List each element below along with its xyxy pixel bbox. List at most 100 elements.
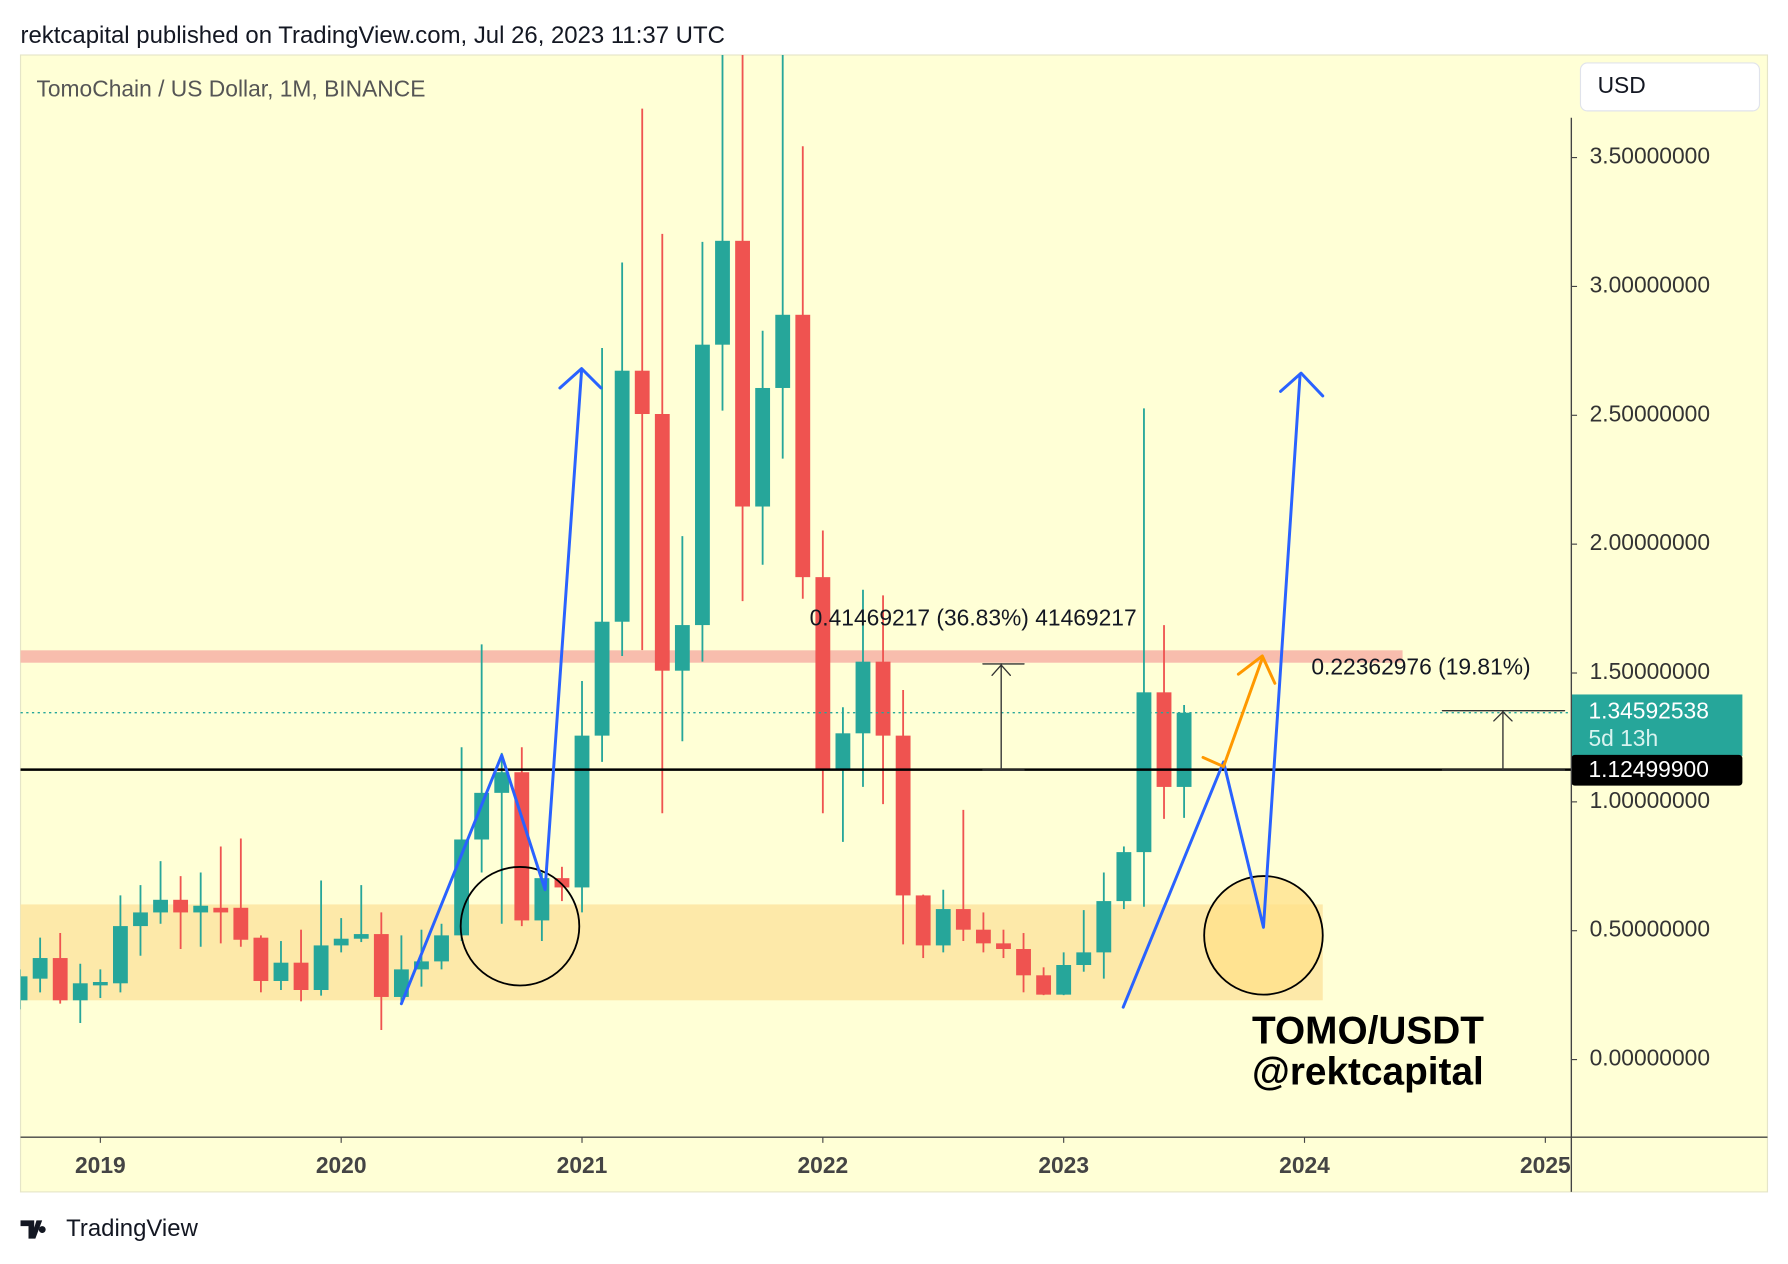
candle-body bbox=[1056, 965, 1072, 995]
candle-body bbox=[373, 934, 389, 997]
price-label: 1.12499900 bbox=[1588, 756, 1708, 782]
candle-body bbox=[1036, 975, 1052, 995]
blue-path bbox=[399, 369, 584, 1006]
candle-body bbox=[1116, 852, 1132, 902]
candle-body bbox=[554, 878, 570, 888]
circle-annotation bbox=[1203, 875, 1324, 996]
watermark: TOMO/USDT bbox=[1252, 1010, 1484, 1053]
candle-body bbox=[293, 962, 309, 990]
measure-label: 0.41469217 (36.83%) 41469217 bbox=[810, 604, 1137, 630]
candle-body bbox=[434, 935, 449, 962]
currency-label: USD bbox=[1598, 72, 1646, 98]
candle-body bbox=[393, 969, 409, 997]
candle-body bbox=[1016, 949, 1031, 976]
currency-button[interactable] bbox=[1579, 62, 1761, 112]
candle-body bbox=[333, 938, 349, 946]
price-label: 1.34592538 bbox=[1588, 698, 1708, 724]
footer-logo: TradingView bbox=[20, 1215, 199, 1242]
candle-body bbox=[695, 344, 710, 626]
candle-body bbox=[92, 982, 108, 986]
candle-body bbox=[775, 314, 791, 388]
candle-body bbox=[253, 937, 269, 981]
candle-body bbox=[996, 943, 1011, 950]
candle-body bbox=[614, 370, 630, 622]
candle-body bbox=[935, 909, 951, 946]
arrow-head bbox=[1279, 371, 1325, 398]
candle-body bbox=[52, 958, 68, 1001]
drawings bbox=[399, 367, 1566, 1009]
candle-body bbox=[975, 929, 991, 944]
candle-body bbox=[715, 240, 730, 345]
price-label-box bbox=[1571, 754, 1743, 786]
y-tick-label: 0.50000000 bbox=[1590, 916, 1710, 942]
candle-body bbox=[173, 899, 189, 913]
x-tick-label: 2023 bbox=[1038, 1152, 1089, 1178]
y-tick-label: 1.50000000 bbox=[1590, 658, 1710, 684]
candle-body bbox=[1156, 692, 1172, 787]
candle-body bbox=[875, 661, 891, 736]
measure-label: 0.22362976 (19.81%) bbox=[1311, 654, 1530, 680]
candle-body bbox=[574, 735, 590, 888]
candle-body bbox=[20, 976, 28, 1001]
candle-body bbox=[474, 792, 490, 840]
candle-body bbox=[1096, 901, 1112, 953]
y-tick-label: 2.00000000 bbox=[1590, 529, 1710, 555]
orange-path bbox=[1201, 656, 1264, 769]
publisher-line: rektcapital published on TradingView.com… bbox=[21, 22, 725, 49]
candle-body bbox=[32, 958, 48, 979]
candles bbox=[20, 55, 1192, 1030]
candle-body bbox=[213, 907, 229, 913]
candle-body bbox=[313, 945, 329, 990]
y-tick-label: 3.50000000 bbox=[1590, 143, 1710, 169]
arrow-head bbox=[558, 367, 603, 390]
candle-body bbox=[674, 625, 690, 671]
watermark: @rektcapital bbox=[1252, 1051, 1484, 1094]
y-tick-label: 1.00000000 bbox=[1590, 787, 1710, 813]
candle-body bbox=[915, 895, 931, 946]
x-tick-label: 2021 bbox=[557, 1152, 608, 1178]
blue-path bbox=[1121, 375, 1302, 1009]
zone bbox=[20, 904, 1323, 1001]
arrow-head bbox=[1236, 654, 1277, 685]
circle-annotation bbox=[459, 865, 581, 987]
price-label-box bbox=[1571, 694, 1743, 757]
candle-body bbox=[755, 387, 771, 507]
candle-body bbox=[835, 733, 851, 770]
candle-body bbox=[1176, 712, 1192, 787]
candle-body bbox=[735, 240, 750, 507]
candle-body bbox=[795, 314, 811, 578]
candle-body bbox=[153, 899, 168, 913]
measure bbox=[982, 663, 1566, 771]
y-tick-label: 0.00000000 bbox=[1590, 1045, 1710, 1071]
x-tick-label: 2022 bbox=[797, 1152, 848, 1178]
candle-body bbox=[594, 621, 610, 736]
x-tick-label: 2025 bbox=[1520, 1152, 1571, 1178]
y-tick-label: 2.50000000 bbox=[1590, 400, 1710, 426]
candle-body bbox=[133, 912, 148, 927]
candle-body bbox=[634, 370, 650, 415]
zone bbox=[20, 650, 1403, 663]
x-tick-label: 2019 bbox=[75, 1152, 126, 1178]
y-tick-label: 3.00000000 bbox=[1590, 271, 1710, 297]
candle-body bbox=[414, 961, 429, 970]
candle-body bbox=[233, 907, 249, 940]
candle-body bbox=[353, 934, 369, 939]
chart-title: TomoChain / US Dollar, 1M, BINANCE bbox=[36, 75, 425, 101]
chart-background bbox=[19, 54, 1769, 1193]
candle-body bbox=[72, 983, 88, 1001]
candle-body bbox=[1136, 692, 1152, 853]
candle-body bbox=[654, 414, 670, 671]
grid: 0.00000000 0.50000000 1.00000000 1.50000000… bbox=[75, 143, 1710, 1178]
countdown-label: 5d 13h bbox=[1588, 725, 1658, 751]
candle-body bbox=[273, 962, 289, 981]
candle-body bbox=[955, 909, 971, 930]
candle-body bbox=[494, 772, 510, 793]
candle-body bbox=[193, 905, 209, 913]
candle-body bbox=[855, 661, 871, 734]
x-tick-label: 2024 bbox=[1279, 1152, 1330, 1178]
candle-body bbox=[815, 577, 831, 770]
candle-body bbox=[895, 735, 911, 896]
